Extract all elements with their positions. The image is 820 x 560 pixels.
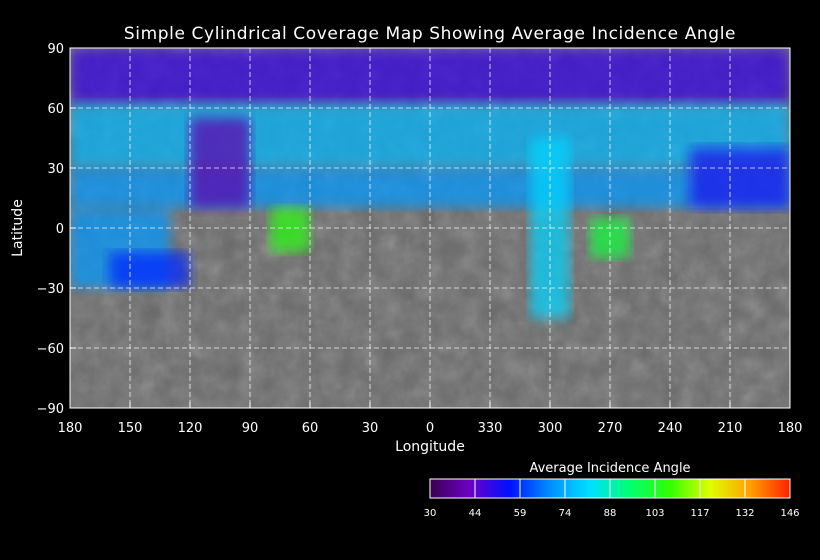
colorbar-tick-label: 117 [690, 508, 709, 519]
colorbar-tick-label: 30 [424, 508, 437, 519]
colorbar-tick-label: 44 [469, 508, 482, 519]
x-tick-label: 90 [242, 421, 259, 436]
colorbar: Average Incidence Angle 30 44 59 74 88 103 117… [424, 461, 800, 519]
graticule [69, 47, 791, 409]
colorbar-title: Average Incidence Angle [529, 461, 690, 476]
colorbar-tick-label: 59 [514, 508, 527, 519]
colorbar-tick-label: 88 [604, 508, 617, 519]
x-tick-label: 30 [362, 421, 379, 436]
y-tick-label: 0 [56, 222, 64, 237]
x-tick-label: 0 [426, 421, 434, 436]
colorbar-ticks: 30 44 59 74 88 103 117 132 146 [424, 479, 800, 519]
map-plot-area [69, 47, 791, 409]
y-tick-label: −60 [37, 342, 64, 357]
x-tick-label: 270 [598, 421, 623, 436]
x-tick-label: 180 [778, 421, 803, 436]
colorbar-tick-label: 146 [780, 508, 799, 519]
x-tick-label: 60 [302, 421, 319, 436]
colorbar-tick-label: 132 [735, 508, 754, 519]
coverage-region [110, 252, 190, 288]
coverage-region [270, 208, 310, 252]
colorbar-tick-label: 103 [645, 508, 664, 519]
x-tick-label: 150 [118, 421, 143, 436]
y-tick-label: 60 [47, 102, 64, 117]
map-frame [69, 47, 791, 409]
longitude-ticks: 180 150 120 90 60 30 0 330 300 270 240 210 180 [58, 421, 803, 436]
x-tick-label: 120 [178, 421, 203, 436]
map-title: Simple Cylindrical Coverage Map Showing … [123, 24, 737, 44]
colorbar-tick-label: 74 [559, 508, 572, 519]
y-tick-label: 90 [47, 42, 64, 57]
coverage-region [690, 148, 790, 208]
x-tick-label: 240 [658, 421, 683, 436]
x-tick-label: 210 [718, 421, 743, 436]
coverage-region [190, 118, 250, 208]
y-tick-label: −90 [37, 402, 64, 417]
y-tick-label: 30 [47, 162, 64, 177]
latitude-ticks: 90 60 30 0 −30 −60 −90 [37, 42, 64, 417]
x-tick-label: 330 [478, 421, 503, 436]
x-tick-label: 180 [58, 421, 83, 436]
y-tick-label: −30 [37, 282, 64, 297]
x-axis-label: Longitude [395, 439, 465, 455]
y-axis-label: Latitude [10, 199, 26, 257]
x-tick-label: 300 [538, 421, 563, 436]
